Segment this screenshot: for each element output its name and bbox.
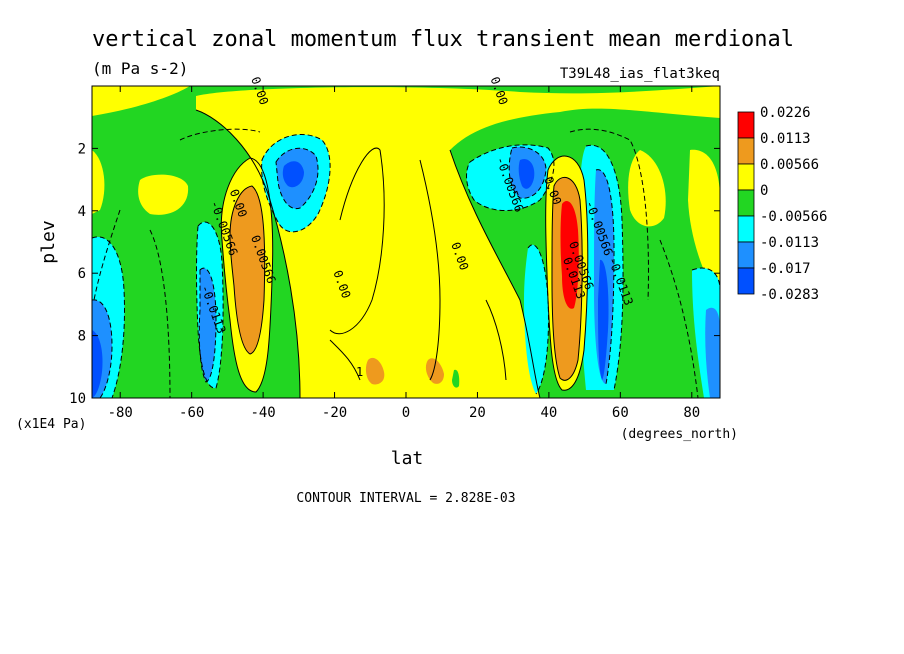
legend-level-label: 0.0226 bbox=[760, 105, 811, 121]
legend-level-label: 0 bbox=[760, 183, 768, 199]
legend-swatch bbox=[737, 163, 755, 191]
legend-level-label: 0.00566 bbox=[760, 157, 819, 173]
y-tick-label: 6 bbox=[78, 266, 86, 282]
chart-units: (m Pa s-2) bbox=[92, 59, 188, 78]
x-tick-label: -40 bbox=[250, 405, 275, 421]
legend-swatch bbox=[737, 137, 755, 165]
contour-field bbox=[92, 86, 720, 398]
x-axis-label: lat bbox=[391, 448, 424, 469]
y-axis-label: plev bbox=[38, 220, 59, 263]
x-tick-label: 80 bbox=[683, 405, 700, 421]
legend-swatch bbox=[737, 241, 755, 269]
y-tick-label: 10 bbox=[69, 391, 86, 407]
x-tick-label: 60 bbox=[612, 405, 629, 421]
x-tick-label: -20 bbox=[322, 405, 347, 421]
legend-swatch bbox=[737, 267, 755, 295]
x-tick-label: -80 bbox=[108, 405, 133, 421]
legend-level-label: -0.0113 bbox=[760, 235, 819, 251]
dataset-label: T39L48_ias_flat3keq bbox=[560, 66, 720, 82]
x-tick-label: 20 bbox=[469, 405, 486, 421]
color-legend: 0.0226 0.0113 0.00566 0 -0.00566 -0.0113 -0.01… bbox=[737, 105, 827, 303]
y-axis: 2 4 6 8 10 bbox=[69, 141, 720, 407]
legend-swatch bbox=[737, 215, 755, 243]
chart-title: vertical zonal momentum flux transient m… bbox=[92, 27, 794, 52]
legend-level-label: -0.0283 bbox=[760, 287, 819, 303]
y-tick-label: 8 bbox=[78, 329, 86, 345]
legend-level-label: 0.0113 bbox=[760, 131, 811, 147]
x-tick-label: 0 bbox=[402, 405, 410, 421]
y-tick-label: 4 bbox=[78, 204, 86, 220]
y-tick-label: 2 bbox=[78, 141, 86, 157]
x-tick-label: 40 bbox=[540, 405, 557, 421]
legend-swatch bbox=[737, 111, 755, 139]
x-units-label: (degrees_north) bbox=[621, 427, 738, 442]
legend-level-label: -0.00566 bbox=[760, 209, 827, 225]
x-axis: -80 -60 -40 -20 0 20 40 60 80 bbox=[108, 86, 700, 421]
contour-interval-text: CONTOUR INTERVAL = 2.828E-03 bbox=[296, 491, 515, 506]
x-tick-label: -60 bbox=[179, 405, 204, 421]
legend-level-label: -0.017 bbox=[760, 261, 811, 277]
legend-swatch bbox=[737, 189, 755, 217]
y-units-label: (x1E4 Pa) bbox=[16, 417, 86, 432]
contour-label: 1 bbox=[356, 365, 363, 379]
